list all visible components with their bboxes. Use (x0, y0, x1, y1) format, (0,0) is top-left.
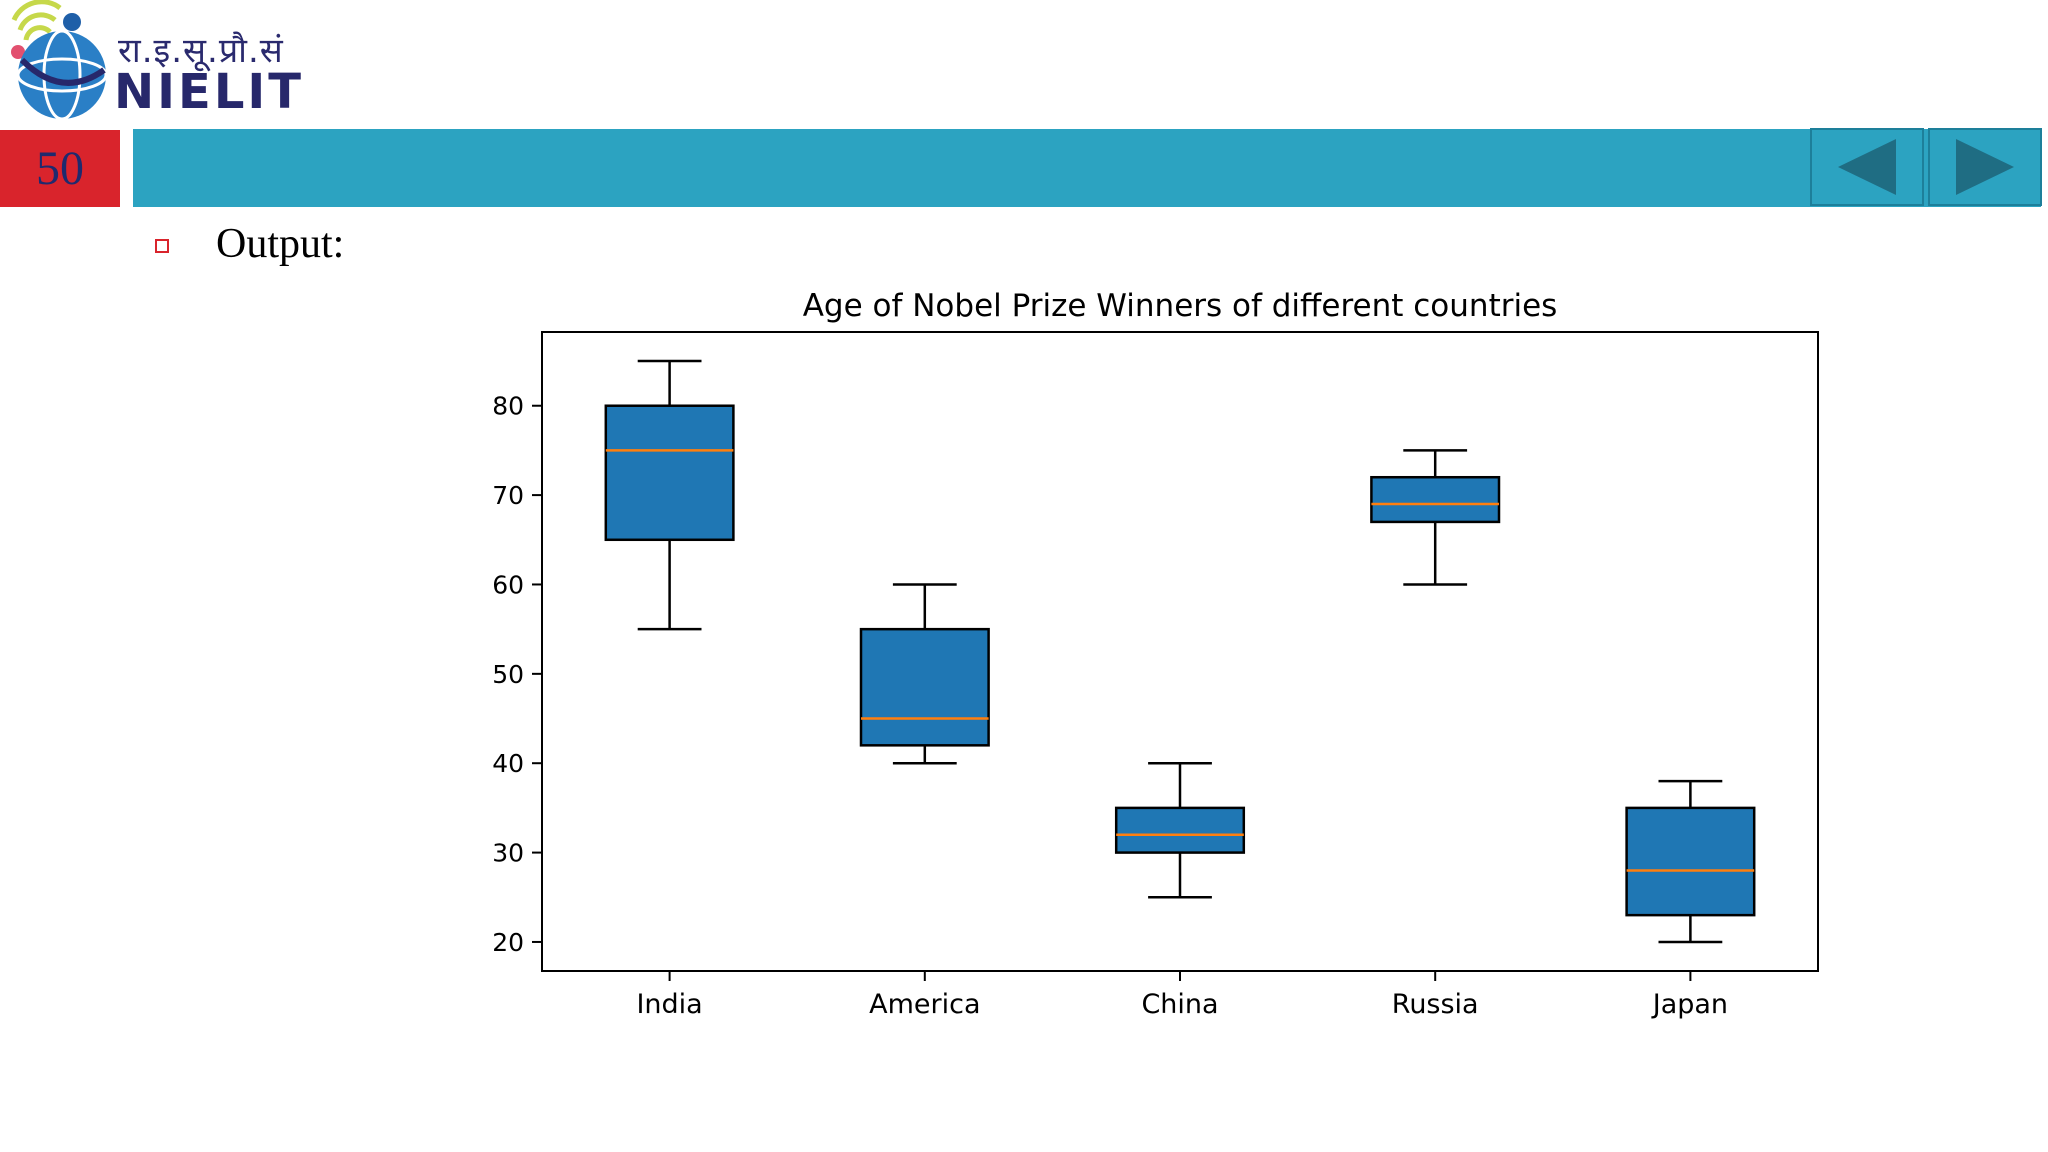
y-tick-label: 30 (492, 839, 524, 868)
box-india (604, 359, 735, 631)
y-tick-label: 60 (492, 570, 524, 599)
y-tick-label: 70 (492, 481, 524, 510)
box-japan (1625, 779, 1756, 944)
logo-english-text: NIELIT (114, 64, 305, 120)
y-axis: 20 30 40 50 60 70 80 (492, 392, 542, 957)
box-america (859, 583, 990, 765)
triangle-right-icon (1956, 139, 2014, 195)
x-tick-label: India (636, 989, 702, 1020)
chart-title: Age of Nobel Prize Winners of different … (803, 288, 1558, 324)
slide-number: 50 (0, 130, 120, 207)
y-tick-label: 40 (492, 749, 524, 778)
boxes-group (604, 359, 1756, 944)
bullet-square-icon (155, 239, 169, 253)
iqr-box (1114, 806, 1246, 854)
iqr-box (604, 404, 735, 542)
next-slide-button[interactable] (1928, 128, 2042, 206)
box-china (1114, 761, 1246, 899)
boxplot-chart: Age of Nobel Prize Winners of different … (492, 288, 1819, 1020)
y-tick-label: 20 (492, 928, 524, 957)
x-tick-label: America (869, 989, 980, 1020)
triangle-left-icon (1838, 139, 1896, 195)
logo-hindi-text: रा.इ.सू.प्रौ.सं (118, 31, 284, 71)
box-russia (1370, 449, 1501, 586)
y-tick-label: 80 (492, 392, 524, 421)
y-tick-label: 50 (492, 660, 524, 689)
iqr-box (1625, 806, 1756, 917)
nielit-logo: रा.इ.सू.प्रौ.सं NIELIT (0, 0, 301, 125)
x-axis: India America China Russia Japan (636, 971, 1728, 1020)
iqr-box (1370, 475, 1501, 524)
iqr-box (859, 627, 990, 747)
globe-logo-icon (11, 0, 108, 120)
previous-slide-button[interactable] (1810, 128, 1924, 206)
x-tick-label: Russia (1392, 989, 1479, 1020)
x-tick-label: Japan (1651, 989, 1728, 1020)
output-label: Output: (216, 221, 345, 267)
x-tick-label: China (1141, 989, 1218, 1020)
header-bar (133, 129, 2041, 207)
